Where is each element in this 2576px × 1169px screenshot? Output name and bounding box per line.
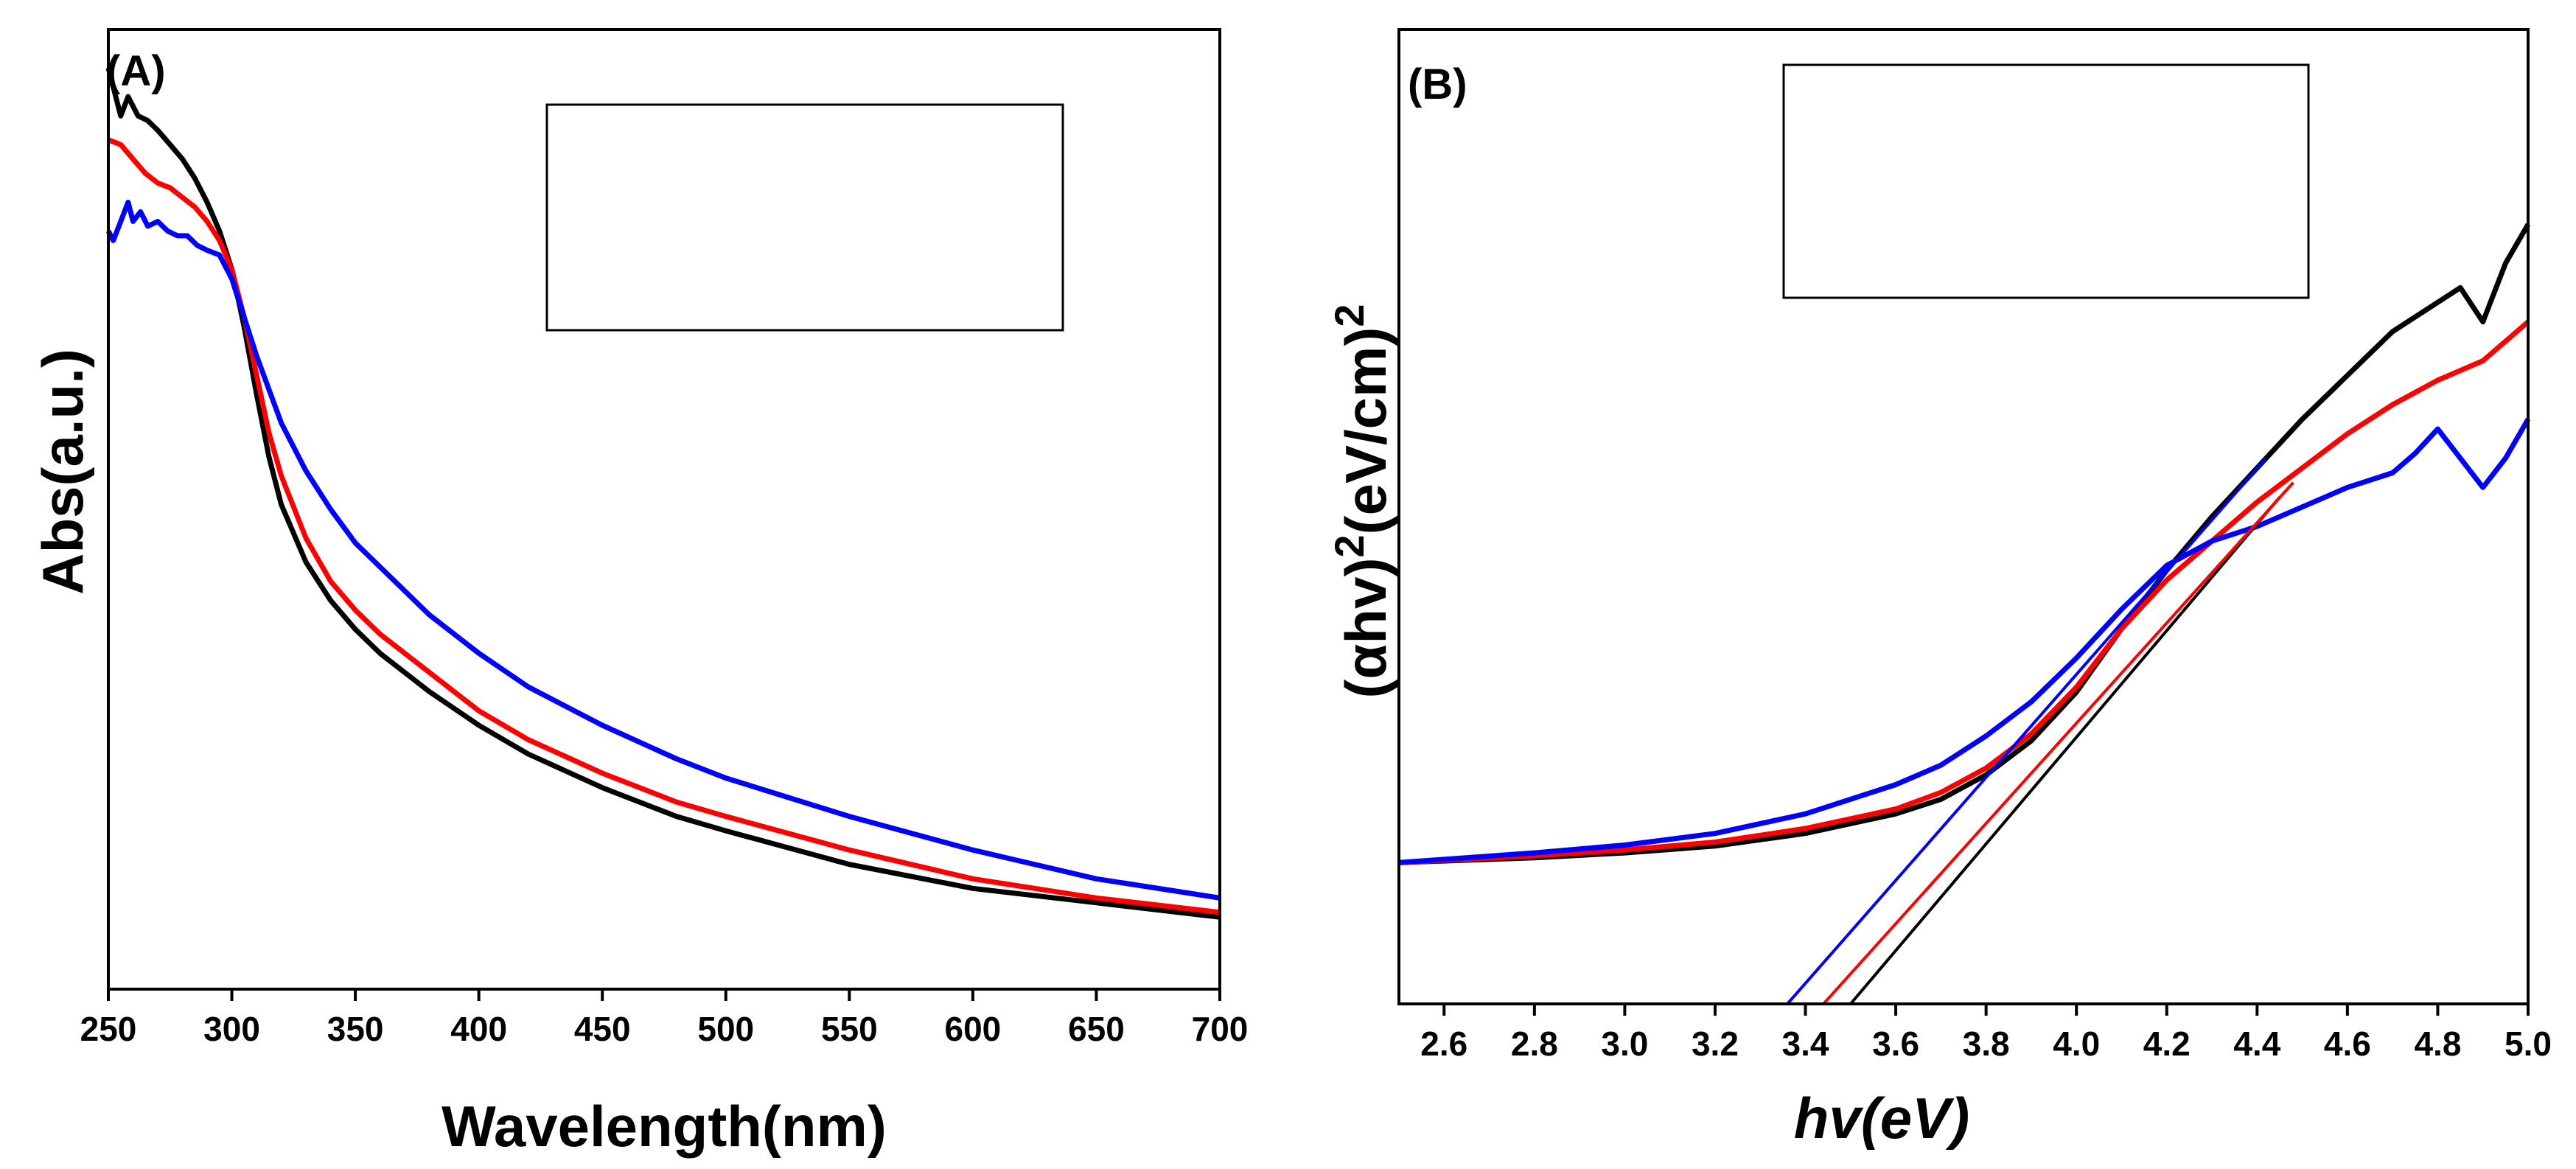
panel-b-x-tick-label: 3.2: [1692, 1025, 1739, 1063]
panel-a-x-tick-label: 550: [821, 1010, 878, 1048]
panel-b: (B) 2.6 2.8 3.0 3.2 3.4 3.6 3.8 4.0 4.2 4.4 4.6 4.8…: [1326, 28, 2552, 1151]
panel-b-x-tick-label: 5.0: [2505, 1025, 2552, 1063]
panel-b-x-tick-label: 4.6: [2324, 1025, 2371, 1063]
panel-b-tangent-line-2: [1822, 481, 2294, 1005]
panel-b-x-tick-label: 3.6: [1872, 1025, 1919, 1063]
panel-b-y-axis-title-main: (αhv): [1333, 558, 1398, 699]
panel-a: (A) 250 300 350 400 450 500 550 600 650 700 Wavel…: [30, 28, 1249, 1159]
panel-a-x-tick-label: 350: [327, 1010, 384, 1048]
panel-b-x-tick-label: 3.0: [1601, 1025, 1648, 1063]
panel-a-x-tick-label: 400: [450, 1010, 507, 1048]
panel-b-x-axis-title: hv(eV): [1794, 1086, 1969, 1151]
panel-a-series-line-1: [105, 67, 1221, 920]
panel-b-label: (B): [1408, 60, 1467, 108]
panel-b-x-tick-label: 4.2: [2143, 1025, 2191, 1063]
panel-b-x-tick-label: 4.0: [2053, 1025, 2100, 1063]
panel-a-x-tick-label: 500: [697, 1010, 754, 1048]
panel-b-x-tick-label: 4.8: [2414, 1025, 2461, 1063]
panel-b-y-axis-title: (αhv)2(eV/cm)2: [1326, 304, 1398, 698]
panel-b-x-tick-label: 4.4: [2233, 1025, 2280, 1063]
panel-b-series-group: [1398, 223, 2531, 1005]
panel-b-x-tick-label: 2.8: [1511, 1025, 1558, 1063]
panel-a-x-tick-label: 300: [203, 1010, 260, 1048]
panel-b-x-tick-label: 2.6: [1420, 1025, 1467, 1063]
panel-b-series-line-1: [1398, 223, 2531, 865]
panel-b-y-axis-title-mid: (eV/cm): [1333, 327, 1398, 535]
panel-b-series-line-3: [1398, 418, 2531, 865]
panel-a-plot-frame: [107, 28, 1221, 991]
panel-b-tangent-line-3: [1786, 457, 2268, 1005]
panel-b-legend-box: [1782, 63, 2310, 299]
panel-a-x-tick-label: 450: [574, 1010, 631, 1048]
panel-a-x-tick-label: 600: [945, 1010, 1002, 1048]
panel-a-x-tick-label: 250: [80, 1010, 137, 1048]
panel-b-y-axis-title-sup1: 2: [1326, 534, 1372, 557]
panel-a-series-line-3: [105, 199, 1221, 901]
panel-a-x-axis-title: Wavelength(nm): [441, 1094, 887, 1159]
panel-b-y-axis-title-sup2: 2: [1326, 304, 1372, 327]
panel-b-tangent-line-1: [1849, 496, 2281, 1005]
panel-b-legend: [1782, 63, 2310, 299]
panel-a-series-line-2: [107, 137, 1221, 915]
panel-b-x-tick-label: 3.4: [1782, 1025, 1829, 1063]
panel-b-plot-frame: [1397, 28, 2530, 1005]
panel-a-legend-box: [545, 103, 1064, 332]
panel-a-x-tick-label: 700: [1192, 1010, 1249, 1048]
panel-a-y-axis-title: Abs(a.u.): [30, 349, 95, 595]
panel-b-series-line-2: [1398, 319, 2530, 865]
panel-b-x-tick-label: 3.8: [1963, 1025, 2010, 1063]
panel-a-x-tick-label: 650: [1068, 1010, 1125, 1048]
panel-a-x-ticks: 250 300 350 400 450 500 550 600 650 700: [80, 989, 1249, 1048]
panel-a-legend: [545, 103, 1064, 332]
panel-a-label: (A): [106, 47, 166, 95]
panel-a-series-group: [105, 67, 1221, 920]
panel-b-x-ticks: 2.6 2.8 3.0 3.2 3.4 3.6 3.8 4.0 4.2 4.4 4.6 4.8 5.0: [1420, 1004, 2552, 1063]
